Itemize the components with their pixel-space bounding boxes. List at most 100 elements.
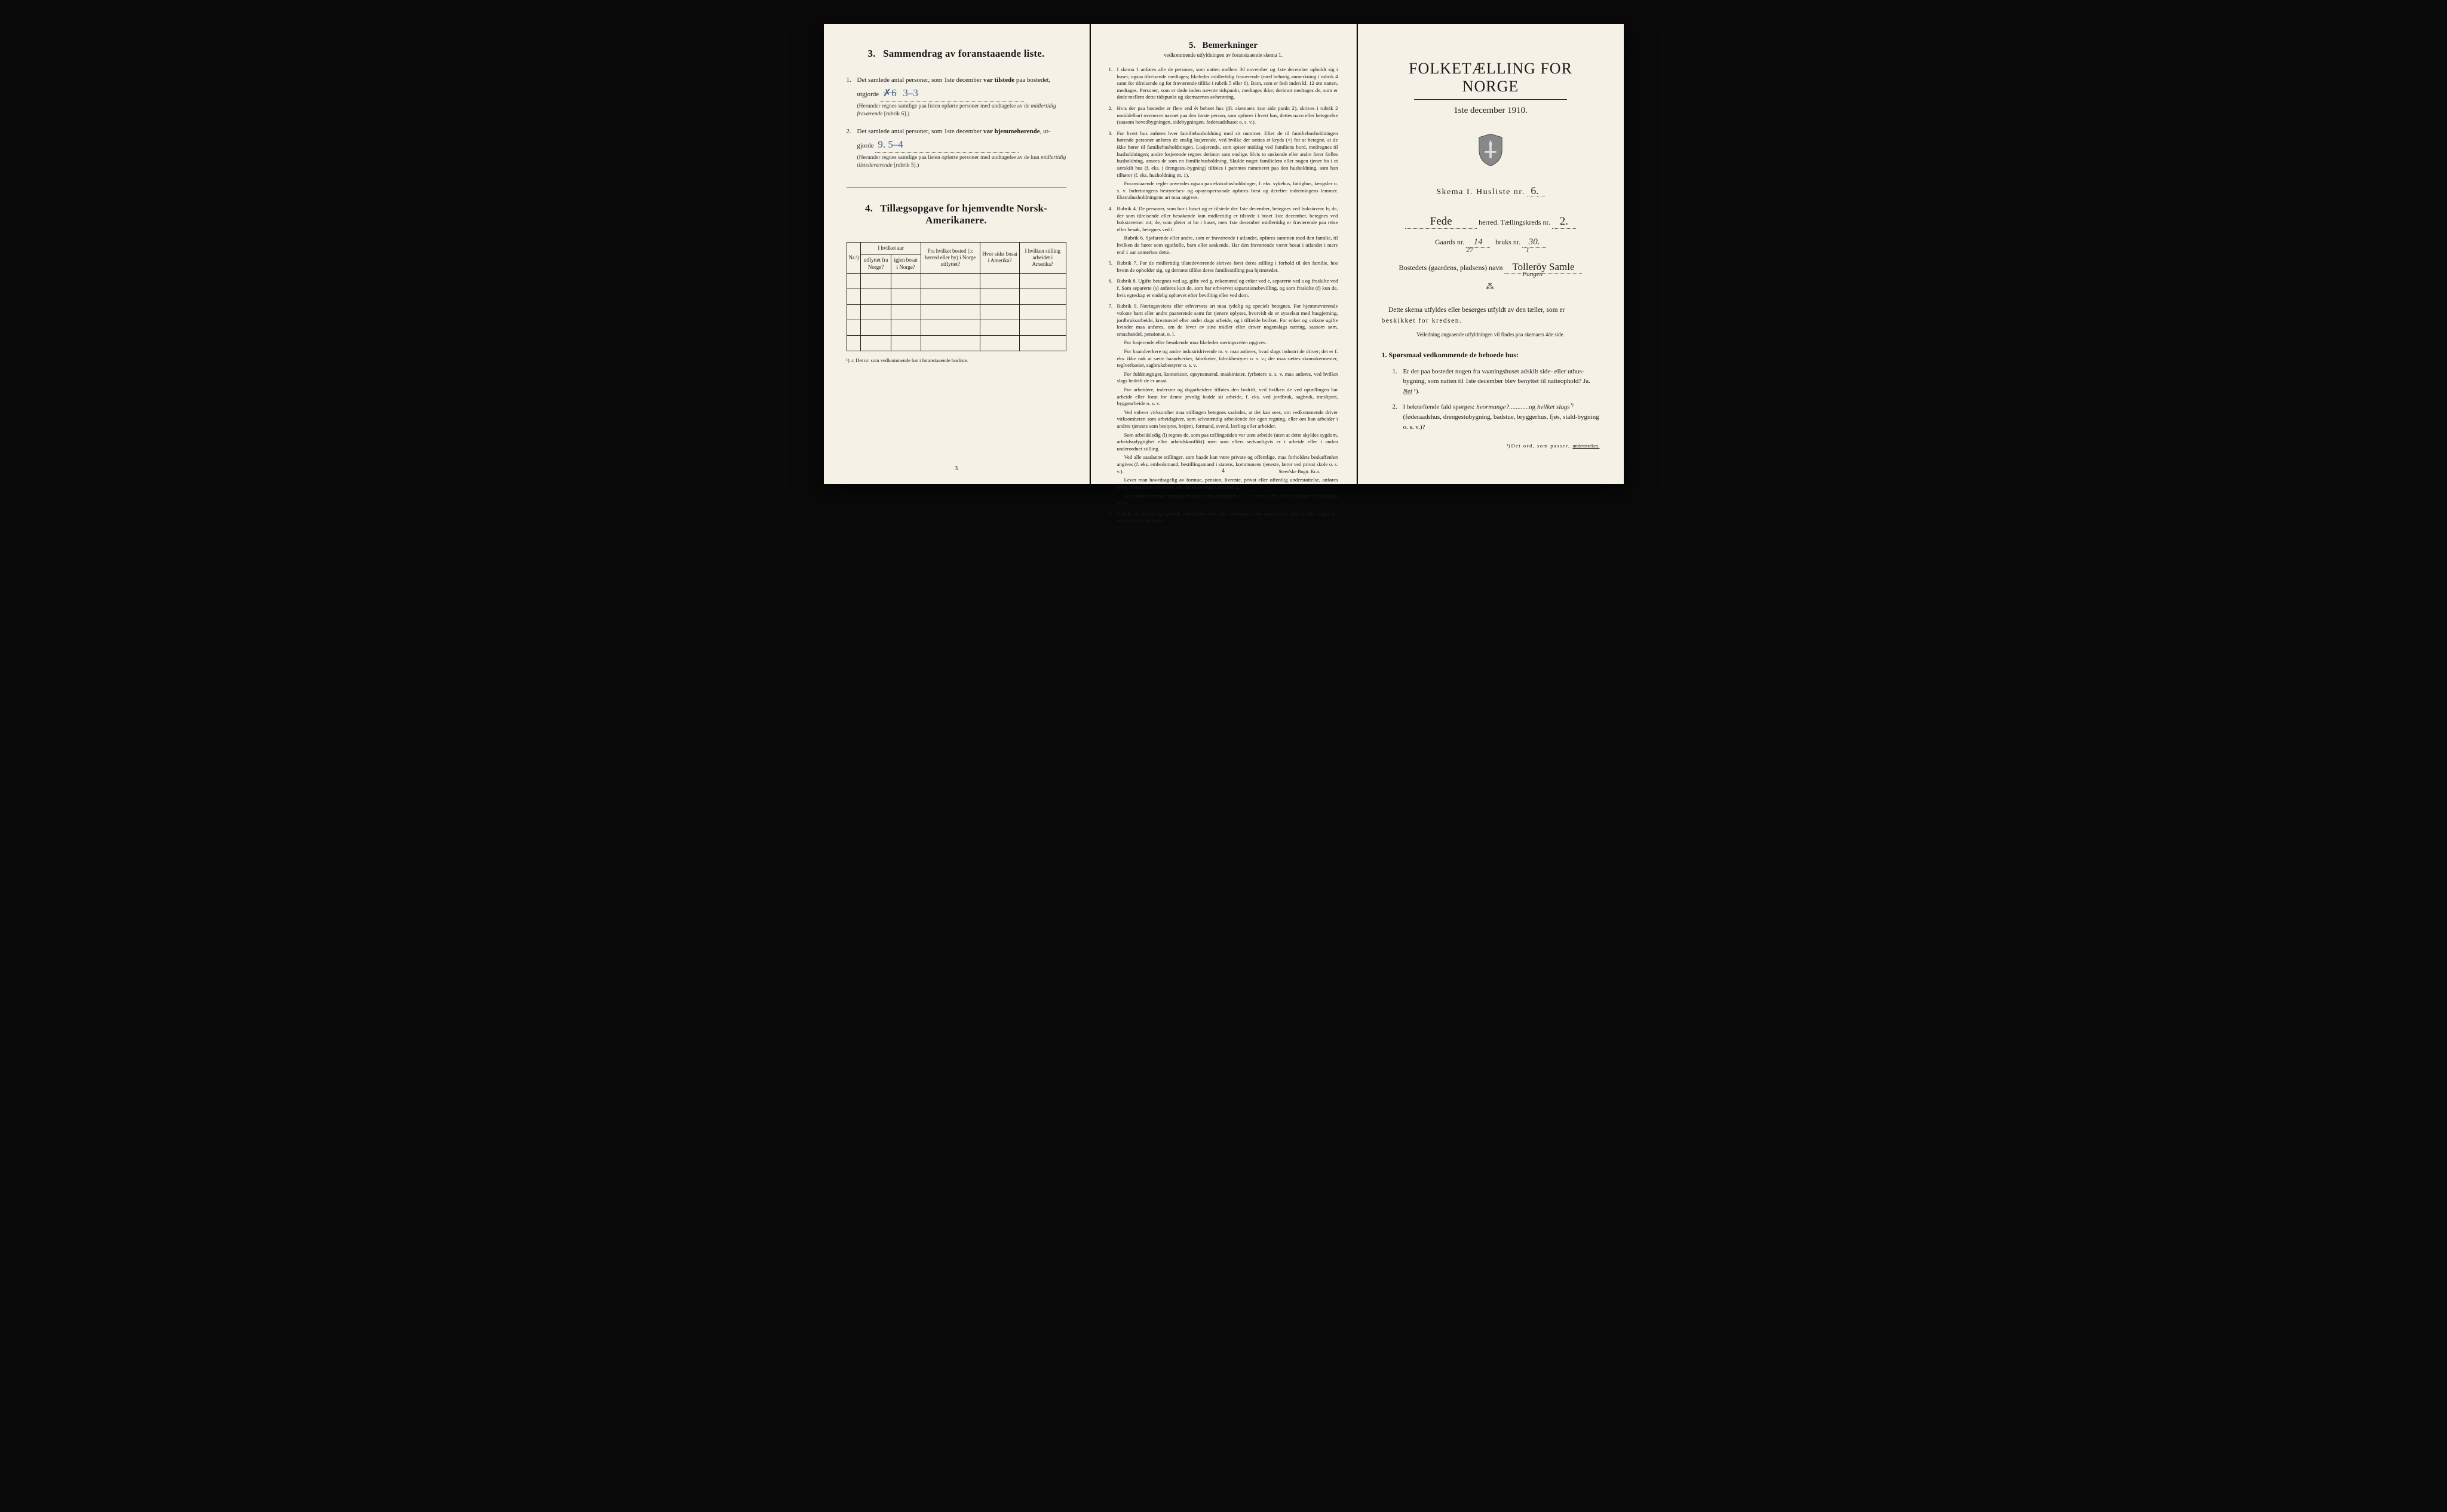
q1-body: Er der paa bostedet nogen fra vaaningshu… xyxy=(1403,367,1600,397)
item-2-line2: gjorde xyxy=(857,142,874,149)
item-1-post: paa bostedet, xyxy=(1014,76,1050,84)
q1-num: 1. xyxy=(1393,367,1403,397)
q2-num: 2. xyxy=(1393,402,1403,432)
kreds-nr: 2. xyxy=(1560,215,1568,228)
skema-label: Skema I. Husliste nr. xyxy=(1436,188,1525,197)
q1-nei: Nei xyxy=(1403,388,1412,395)
title-rule xyxy=(1414,99,1567,100)
q2-mid: ............og xyxy=(1509,404,1537,411)
question-heading: 1. Spørsmaal vedkommende de beboede hus: xyxy=(1382,351,1600,360)
th-year: I hvilket aar xyxy=(861,243,921,254)
q2-post: (føderaadshus, drengestubygning, badstue… xyxy=(1403,413,1599,431)
item-2-bold: var hjemmehørende xyxy=(983,128,1040,135)
bruks-nr-1: 30. xyxy=(1529,237,1540,247)
item-1-pre: Det samlede antal personer, som 1ste dec… xyxy=(857,76,984,84)
rule-text: Rubrik 4. De personer, som bor i huset o… xyxy=(1117,206,1338,256)
th-emigrated: utflyttet fra Norge? xyxy=(861,254,891,274)
bruks-nr-2: 1 xyxy=(1526,246,1529,254)
item-1-hw-strike: ✗6 xyxy=(881,87,899,99)
rule-item: 4.Rubrik 4. De personer, som bor i huset… xyxy=(1109,206,1338,256)
q2-em1: hvormange? xyxy=(1476,404,1509,411)
q2-body: I bekræftende fald spørges: hvormange?..… xyxy=(1403,402,1600,432)
instruction-1: Dette skema utfyldes eller besørges utfy… xyxy=(1382,305,1600,327)
husliste-nr: 6. xyxy=(1527,185,1545,197)
item-1-hw: 3–3 xyxy=(900,87,921,99)
question-1: 1. Er der paa bostedet nogen fra vaaning… xyxy=(1393,367,1600,397)
section-4-num: 4. xyxy=(865,203,873,214)
section-3-title: 3. Sammendrag av foranstaaende liste. xyxy=(847,48,1066,60)
bruks-label: bruks nr. xyxy=(1495,238,1520,246)
th-nr: Nr.¹) xyxy=(847,243,861,274)
gaards-nr-2: 27 xyxy=(1466,246,1473,254)
emigrant-table: Nr.¹) I hvilket aar Fra hvilket bosted (… xyxy=(847,242,1066,351)
q2-sup: ¹) xyxy=(1570,403,1574,407)
document-spread: 3. Sammendrag av foranstaaende liste. 1.… xyxy=(824,24,1624,484)
page-3: 3. Sammendrag av foranstaaende liste. 1.… xyxy=(824,24,1090,484)
item-1-line2: utgjorde xyxy=(857,91,879,98)
page-number-3: 3 xyxy=(955,465,958,472)
item-1: 1. Det samlede antal personer, som 1ste … xyxy=(847,75,1066,118)
item-2: 2. Det samlede antal personer, som 1ste … xyxy=(847,127,1066,170)
table-row xyxy=(847,289,1066,304)
rule-text: I skema 1 anføres alle de personer, som … xyxy=(1117,66,1338,101)
q1-text: Er der paa bostedet nogen fra vaaningshu… xyxy=(1403,368,1590,385)
item-2-paren: (Herunder regnes samtlige paa listen opf… xyxy=(857,154,1066,170)
item-2-body: Det samlede antal personer, som 1ste dec… xyxy=(857,127,1066,170)
coat-of-arms xyxy=(1382,133,1600,170)
section-3-num: 3. xyxy=(868,48,876,59)
rule-item: 5.Rubrik 7. For de midlertidig tilstedev… xyxy=(1109,260,1338,274)
cover-footnote: ¹) Det ord, som passer, understrekes. xyxy=(1382,443,1600,449)
q2-pre: I bekræftende fald spørges: xyxy=(1403,404,1477,411)
gaards-label: Gaards nr. xyxy=(1435,238,1464,246)
rule-num: 3. xyxy=(1109,130,1117,201)
table-row xyxy=(847,335,1066,351)
question-2: 2. I bekræftende fald spørges: hvormange… xyxy=(1393,402,1600,432)
shield-icon xyxy=(1476,133,1505,167)
section-3-heading: Sammendrag av foranstaaende liste. xyxy=(883,48,1044,59)
item-1-paren: (Herunder regnes samtlige paa listen opf… xyxy=(857,103,1066,118)
rule-item: 6.Rubrik 8. Ugifte betegnes ved ug, gift… xyxy=(1109,278,1338,299)
rule-num: 4. xyxy=(1109,206,1117,256)
section-4-heading: Tillægsopgave for hjemvendte Norsk-Ameri… xyxy=(880,203,1047,226)
rule-num: 6. xyxy=(1109,278,1117,299)
table-head: Nr.¹) I hvilket aar Fra hvilket bosted (… xyxy=(847,243,1066,274)
instruction-2: Veiledning angaaende utfyldningen vil fi… xyxy=(1382,332,1600,338)
bosted-row: Bostedets (gaardens, pladsens) navn Toll… xyxy=(1382,261,1600,274)
item-2-fill: 9. 5–4 xyxy=(875,137,1019,153)
gaards-nr-1: 14 xyxy=(1474,237,1483,247)
rule-text: Rubrik 14. Sinker og lignende aandssløve… xyxy=(1117,511,1338,525)
section-5-num: 5. xyxy=(1189,41,1195,50)
item-2-hw: 9. 5–4 xyxy=(875,139,906,150)
item-1-num: 1. xyxy=(847,75,857,118)
rule-num: 7. xyxy=(1109,303,1117,506)
rule-text: Rubrik 7. For de midlertidig tilstedevær… xyxy=(1117,260,1338,274)
rule-num: 1. xyxy=(1109,66,1117,101)
page-4: 5. Bemerkninger vedkommende utfyldningen… xyxy=(1091,24,1357,484)
table-row xyxy=(847,320,1066,335)
rule-item: 1.I skema 1 anføres alle de personer, so… xyxy=(1109,66,1338,101)
ornament: ⁂ xyxy=(1382,282,1600,292)
item-1-fill: ✗6 3–3 xyxy=(881,85,1024,102)
herred-row: Fede herred. Tællingskreds nr. 2. xyxy=(1382,215,1600,229)
table-row xyxy=(847,304,1066,320)
page-number-4: 4 xyxy=(1222,468,1225,474)
bosted-hw-2: Fangen xyxy=(1522,271,1543,278)
rule-num: 8. xyxy=(1109,511,1117,525)
section-4-title: 4. Tillægsopgave for hjemvendte Norsk-Am… xyxy=(847,203,1066,226)
rule-item: 2.Hvis der paa bostedet er flere end ét … xyxy=(1109,105,1338,126)
th-from: Fra hvilket bosted (ɔ: herred eller by) … xyxy=(921,243,980,274)
item-2-pre: Det samlede antal personer, som 1ste dec… xyxy=(857,128,984,135)
printer-imprint: Steen'ske Bogtr. Kr.a. xyxy=(1278,469,1320,474)
gaards-row: Gaards nr. 14 27 bruks nr. 30. 1 xyxy=(1382,237,1600,248)
herred-label: herred. Tællingskreds nr. xyxy=(1479,218,1550,226)
th-returned: igjen bosat i Norge? xyxy=(891,254,921,274)
skema-line: Skema I. Husliste nr. 6. xyxy=(1382,185,1600,197)
rules-list: 1.I skema 1 anføres alle de personer, so… xyxy=(1109,66,1338,525)
th-where: Hvor sidst bosat i Amerika? xyxy=(980,243,1020,274)
page-1-cover: FOLKETÆLLING FOR NORGE 1ste december 191… xyxy=(1358,24,1624,484)
rule-num: 2. xyxy=(1109,105,1117,126)
table-footnote: ¹) ɔ: Det nr. som vedkommende har i fora… xyxy=(847,357,1066,363)
herred-handwritten: Fede xyxy=(1430,215,1452,228)
table-row xyxy=(847,273,1066,289)
main-title: FOLKETÆLLING FOR NORGE xyxy=(1382,60,1600,96)
